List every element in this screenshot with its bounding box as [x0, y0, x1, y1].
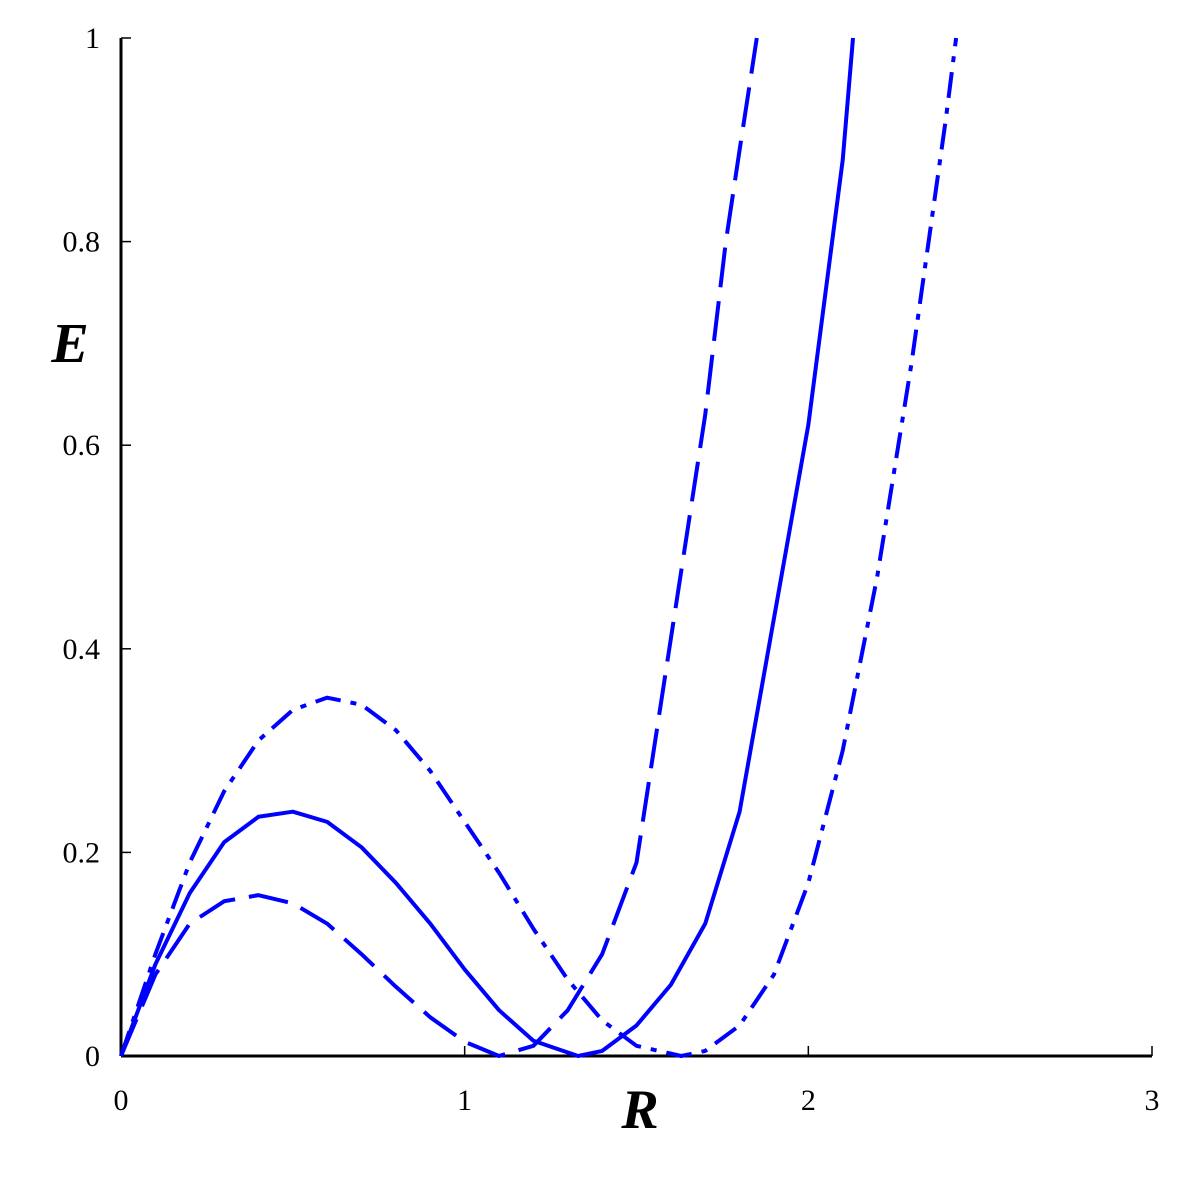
y-tick-label: 0.8 — [63, 226, 101, 259]
curve — [119, 37, 959, 1058]
y-tick-label: 0.4 — [63, 633, 101, 666]
y-axis-title: E — [50, 313, 88, 375]
y-tick-label: 0 — [85, 1040, 100, 1073]
curve — [119, 37, 856, 1058]
x-axis-title: R — [620, 1079, 658, 1141]
y-tick-label: 0.6 — [63, 429, 101, 462]
curve — [119, 37, 759, 1058]
y-tick-label: 1 — [85, 22, 100, 55]
y-tick-label: 0.2 — [63, 836, 101, 869]
x-tick-label: 3 — [1145, 1084, 1160, 1117]
x-tick-label: 2 — [801, 1084, 816, 1117]
x-tick-label: 1 — [457, 1084, 472, 1117]
x-tick-label: 0 — [114, 1084, 129, 1117]
